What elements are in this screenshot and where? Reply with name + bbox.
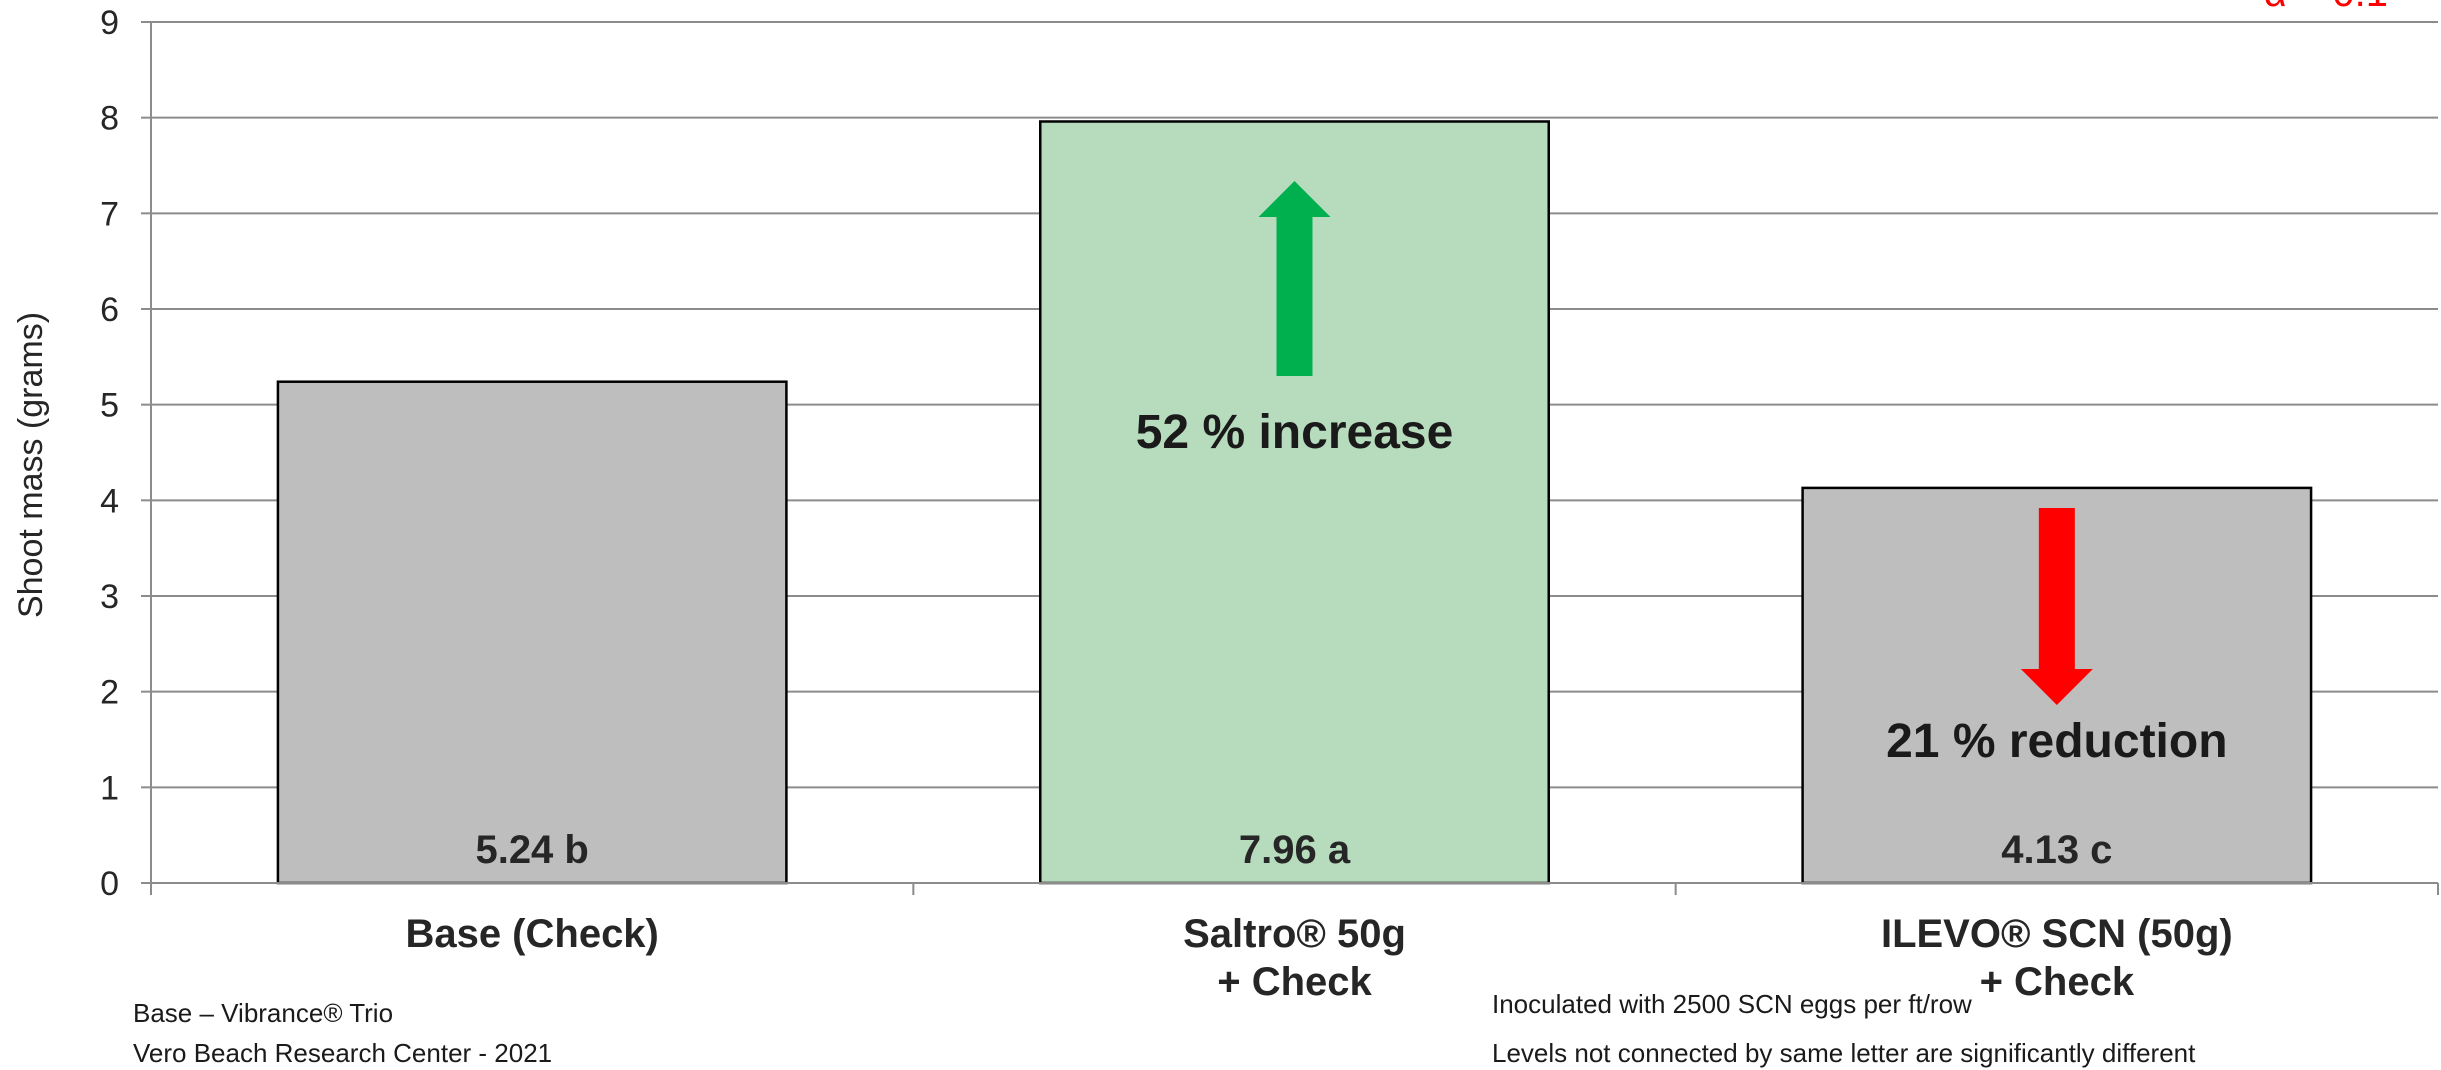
axes: 0 1 2 3 4 5 6 7 8 9 bbox=[100, 4, 2439, 903]
up-arrow-icon bbox=[1258, 181, 1331, 376]
bars bbox=[276, 120, 2313, 885]
y-tick-label: 3 bbox=[100, 578, 119, 616]
x-tick-label: ILEVO® SCN (50g) bbox=[1881, 912, 2233, 956]
y-tick-label: 4 bbox=[100, 482, 119, 520]
bar bbox=[276, 380, 788, 885]
y-tick-label: 0 bbox=[100, 865, 119, 903]
y-tick-label: 1 bbox=[100, 769, 119, 807]
annotation-label: 21 % reduction bbox=[1886, 715, 2227, 768]
y-tick-label: 6 bbox=[100, 291, 119, 329]
annotation-label: 52 % increase bbox=[1136, 406, 1454, 459]
x-tick-label: Saltro® 50g bbox=[1183, 912, 1406, 956]
x-tick-label: + Check bbox=[1980, 960, 2135, 1004]
y-tick-label: 8 bbox=[100, 100, 119, 138]
note-base: Base – Vibrance® Trio bbox=[133, 998, 394, 1028]
y-tick-label: 7 bbox=[100, 195, 119, 233]
y-tick-label: 5 bbox=[100, 387, 119, 425]
data-label: 7.96 a bbox=[1239, 828, 1351, 872]
x-tick-label: + Check bbox=[1217, 960, 1372, 1004]
annotations: 52 % increase 21 % reduction bbox=[1136, 181, 2228, 768]
y-tick-label: 9 bbox=[100, 4, 119, 42]
y-axis-title: Shoot mass (grams) bbox=[12, 312, 50, 618]
note-significance: Levels not connected by same letter are … bbox=[1492, 1038, 2196, 1068]
alpha-label: α = 0.1 bbox=[2264, 0, 2388, 15]
down-arrow-icon bbox=[2020, 508, 2093, 705]
data-label: 4.13 c bbox=[2001, 828, 2112, 872]
note-inoculation: Inoculated with 2500 SCN eggs per ft/row bbox=[1492, 989, 1972, 1019]
note-site: Vero Beach Research Center - 2021 bbox=[133, 1038, 553, 1068]
data-label: 5.24 b bbox=[475, 828, 588, 872]
x-tick-label: Base (Check) bbox=[405, 912, 658, 956]
y-tick-label: 2 bbox=[100, 674, 119, 712]
